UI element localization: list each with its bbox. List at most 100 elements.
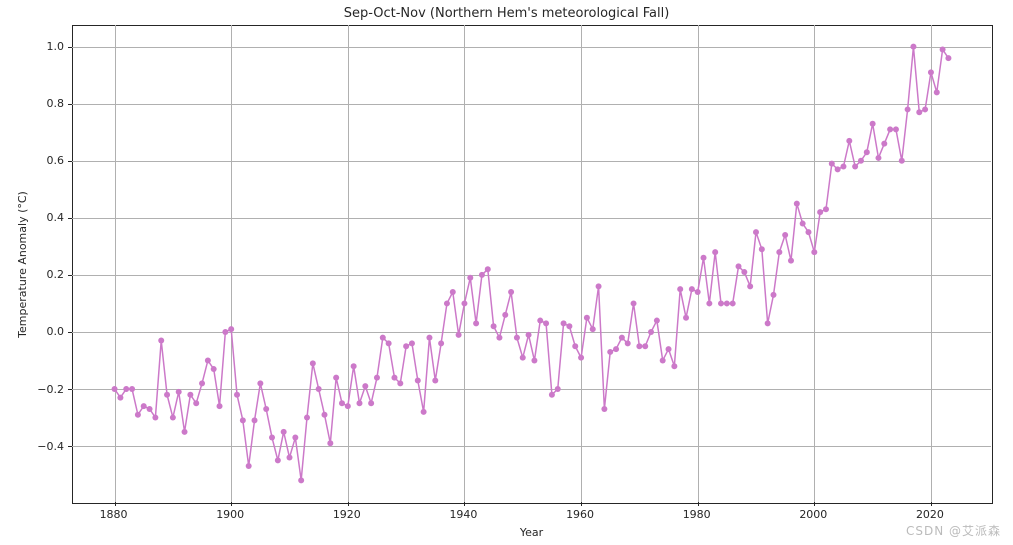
- series-marker: [765, 320, 771, 326]
- series-marker: [520, 355, 526, 361]
- series-marker: [811, 249, 817, 255]
- series-marker: [555, 386, 561, 392]
- series-marker: [246, 463, 252, 469]
- series-marker: [263, 406, 269, 412]
- series-marker: [671, 363, 677, 369]
- series-marker: [747, 283, 753, 289]
- series-marker: [741, 269, 747, 275]
- series-marker: [491, 323, 497, 329]
- series-marker: [823, 206, 829, 212]
- series-marker: [356, 400, 362, 406]
- series-marker: [549, 392, 555, 398]
- series-marker: [601, 406, 607, 412]
- series-marker: [776, 249, 782, 255]
- series-marker: [631, 300, 637, 306]
- series-marker: [881, 141, 887, 147]
- series-marker: [123, 386, 129, 392]
- series-marker: [800, 221, 806, 227]
- series-marker: [572, 343, 578, 349]
- series-marker: [112, 386, 118, 392]
- series-marker: [945, 55, 951, 61]
- series-marker: [269, 435, 275, 441]
- series-marker: [566, 323, 572, 329]
- series-marker: [461, 300, 467, 306]
- series-marker: [858, 158, 864, 164]
- series-marker: [397, 380, 403, 386]
- series-marker: [730, 300, 736, 306]
- series-marker: [135, 412, 141, 418]
- series-marker: [782, 232, 788, 238]
- series-marker: [916, 109, 922, 115]
- series-marker: [147, 406, 153, 412]
- series-marker: [689, 286, 695, 292]
- series-marker: [333, 375, 339, 381]
- series-marker: [701, 255, 707, 261]
- series-marker: [724, 300, 730, 306]
- series-marker: [327, 440, 333, 446]
- series-marker: [829, 161, 835, 167]
- watermark: CSDN @艾派森: [906, 522, 1001, 539]
- series-marker: [292, 435, 298, 441]
- series-marker: [479, 272, 485, 278]
- series-marker: [683, 315, 689, 321]
- series-marker: [141, 403, 147, 409]
- series-marker: [578, 355, 584, 361]
- series-marker: [170, 415, 176, 421]
- series-marker: [840, 164, 846, 170]
- series-marker: [934, 89, 940, 95]
- series-marker: [415, 377, 421, 383]
- series-marker: [421, 409, 427, 415]
- series-marker: [794, 201, 800, 207]
- series-marker: [899, 158, 905, 164]
- series-marker: [426, 335, 432, 341]
- series-marker: [467, 275, 473, 281]
- series-marker: [409, 340, 415, 346]
- series-marker: [642, 343, 648, 349]
- series-marker: [625, 340, 631, 346]
- series-marker: [875, 155, 881, 161]
- series-marker: [252, 417, 258, 423]
- series-marker: [526, 332, 532, 338]
- series-marker: [176, 389, 182, 395]
- figure: Sep-Oct-Nov (Northern Hem's meteorologic…: [0, 0, 1013, 545]
- series-marker: [321, 412, 327, 418]
- series-marker: [240, 417, 246, 423]
- series-marker: [771, 292, 777, 298]
- series-marker: [473, 320, 479, 326]
- series-marker: [298, 477, 304, 483]
- series-marker: [846, 138, 852, 144]
- series-marker: [351, 363, 357, 369]
- series-marker: [310, 360, 316, 366]
- series-marker: [677, 286, 683, 292]
- series-marker: [508, 289, 514, 295]
- series-marker: [864, 149, 870, 155]
- series-marker: [450, 289, 456, 295]
- series-marker: [613, 346, 619, 352]
- series-marker: [275, 457, 281, 463]
- series-marker: [759, 246, 765, 252]
- series-marker: [514, 335, 520, 341]
- series-marker: [928, 69, 934, 75]
- line-series: [0, 0, 1013, 545]
- series-marker: [444, 300, 450, 306]
- series-marker: [666, 346, 672, 352]
- series-marker: [543, 320, 549, 326]
- series-marker: [456, 332, 462, 338]
- series-marker: [922, 106, 928, 112]
- series-marker: [287, 455, 293, 461]
- series-marker: [217, 403, 223, 409]
- series-marker: [561, 320, 567, 326]
- series-marker: [199, 380, 205, 386]
- series-marker: [205, 358, 211, 364]
- series-marker: [438, 340, 444, 346]
- series-marker: [817, 209, 823, 215]
- series-marker: [496, 335, 502, 341]
- series-marker: [316, 386, 322, 392]
- series-marker: [531, 358, 537, 364]
- series-marker: [129, 386, 135, 392]
- series-marker: [386, 340, 392, 346]
- series-marker: [403, 343, 409, 349]
- series-marker: [304, 415, 310, 421]
- series-marker: [619, 335, 625, 341]
- series-marker: [648, 329, 654, 335]
